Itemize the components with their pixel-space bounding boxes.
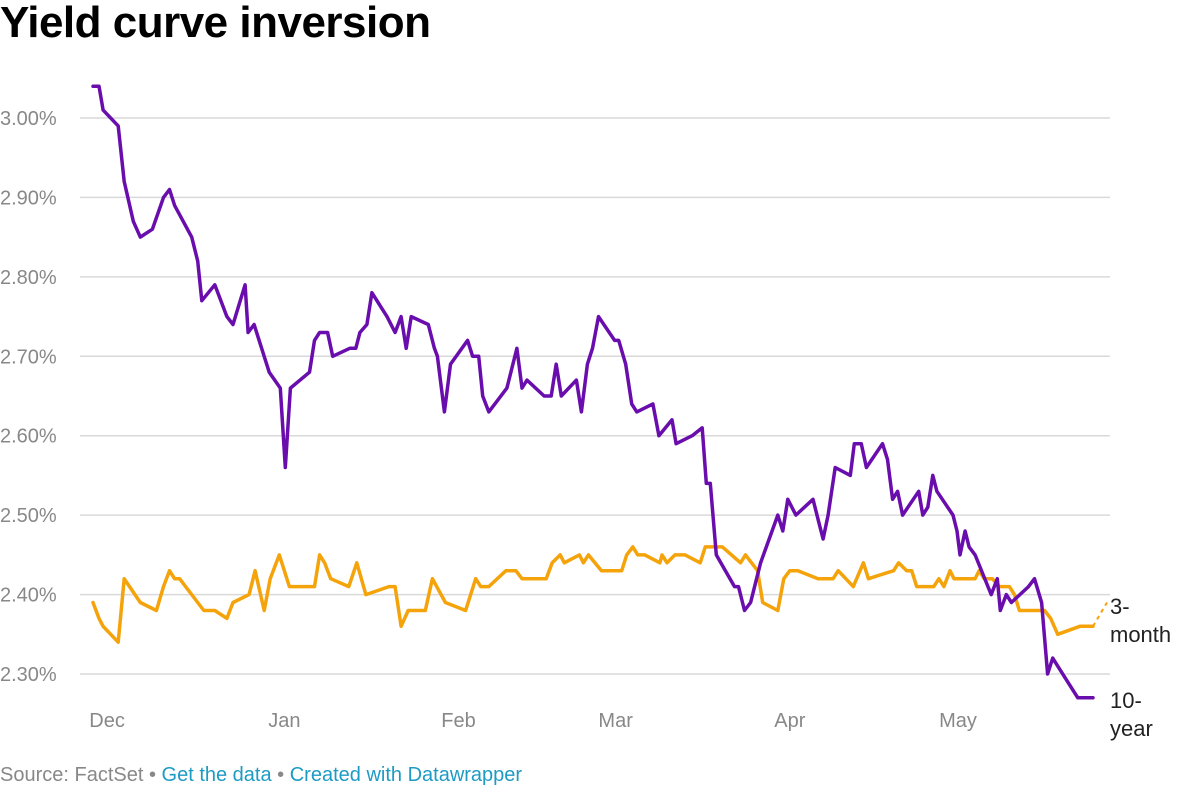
chart-title: Yield curve inversion	[0, 0, 431, 47]
y-tick-label: 2.50%	[0, 505, 57, 527]
series-end-labels: 10- year 3- month	[1110, 594, 1171, 741]
y-tick-label: 2.60%	[0, 426, 57, 448]
get-data-link[interactable]: Get the data	[161, 764, 272, 786]
x-axis-ticks: Dec Jan Feb Mar Apr May	[89, 710, 977, 732]
gridlines	[80, 117, 1110, 675]
three_month-line	[91, 545, 1095, 644]
x-tick-label: Dec	[89, 710, 125, 732]
y-tick-label: 2.40%	[0, 585, 57, 607]
y-tick-label: 2.70%	[0, 346, 57, 368]
x-tick-label: Feb	[441, 710, 475, 732]
x-tick-label: May	[939, 710, 977, 732]
datawrapper-link[interactable]: Created with Datawrapper	[289, 764, 523, 786]
end-label-line: 3-	[1110, 594, 1130, 619]
series-lines	[91, 84, 1108, 700]
source-note: Source: FactSet	[0, 764, 144, 786]
end-label-line: 10-	[1110, 688, 1142, 713]
y-axis-ticks: 3.00% 2.90% 2.80% 2.70% 2.60% 2.50% 2.40% 2.30%	[0, 108, 57, 686]
x-tick-label: Jan	[268, 710, 300, 732]
ten_year-end-label: 10- year	[1110, 688, 1153, 741]
ten_year-line	[91, 84, 1095, 700]
x-tick-label: Mar	[598, 710, 633, 732]
end-label-line: year	[1110, 716, 1153, 741]
footer-separator: •	[143, 764, 162, 786]
chart-footer: Source: FactSet • Get the data • Created…	[0, 764, 522, 787]
x-tick-label: Apr	[774, 710, 805, 732]
yield-chart: 3.00% 2.90% 2.80% 2.70% 2.60% 2.50% 2.40% 2.30%…	[0, 84, 1171, 741]
three_month-end-label: 3- month	[1110, 594, 1171, 647]
y-tick-label: 2.80%	[0, 267, 57, 289]
three_month-projection-line	[1092, 601, 1108, 627]
y-tick-label: 2.30%	[0, 664, 57, 686]
footer-separator: •	[271, 764, 290, 786]
y-tick-label: 3.00%	[0, 108, 57, 130]
end-label-line: month	[1110, 622, 1171, 647]
y-tick-label: 2.90%	[0, 187, 57, 209]
